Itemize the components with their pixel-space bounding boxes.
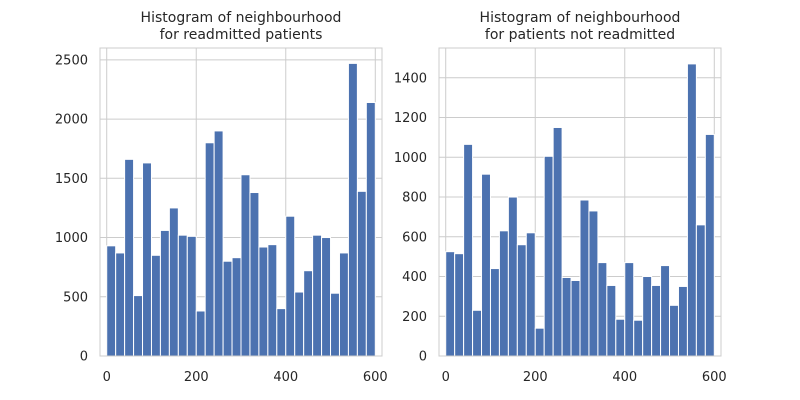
- x-tick-label: 200: [184, 370, 209, 385]
- histogram-bar: [133, 295, 144, 357]
- histogram-bar: [481, 173, 491, 357]
- histogram-bar: [285, 215, 296, 357]
- y-tick-label: 2500: [55, 53, 88, 68]
- histogram-bar: [552, 126, 563, 357]
- histogram-bar: [669, 304, 679, 357]
- histogram-bar: [677, 285, 688, 357]
- chart-title-line-1: Histogram of neighbourhood: [480, 10, 681, 26]
- x-tick-label: 0: [103, 370, 111, 385]
- histogram-bar: [570, 279, 581, 357]
- histogram-bar: [365, 101, 376, 357]
- histogram-bar: [222, 260, 233, 357]
- histogram-bar: [321, 237, 332, 357]
- histogram-bar: [615, 318, 626, 357]
- histogram-bar: [516, 244, 527, 357]
- histogram-bar: [159, 229, 170, 357]
- histogram-bar: [177, 234, 188, 357]
- y-tick-label: 1200: [394, 111, 427, 126]
- histogram-bar: [276, 308, 287, 357]
- y-tick-label: 800: [402, 191, 427, 206]
- histogram-bar: [204, 142, 215, 357]
- chart-not-readmitted: 0 200 400 600 800 1000 1200 1400 0 200 400 600 Histo…: [394, 10, 727, 385]
- plot-frame: [438, 47, 722, 357]
- histogram-bar: [294, 291, 305, 357]
- histogram-bar: [651, 284, 662, 357]
- histogram-bar: [356, 190, 367, 357]
- histogram-bar: [704, 133, 715, 357]
- histogram-bar: [213, 130, 224, 357]
- histogram-bar: [240, 174, 251, 357]
- plot-frame: [99, 47, 383, 357]
- x-tick-label: 600: [363, 370, 388, 385]
- histogram-bar: [195, 310, 206, 357]
- x-tick-label: 600: [702, 370, 727, 385]
- histogram-bar: [543, 155, 554, 357]
- y-tick-label: 200: [402, 310, 427, 325]
- histogram-bar: [454, 253, 465, 357]
- histogram-bar: [507, 196, 518, 357]
- histogram-bar: [258, 246, 269, 357]
- histogram-bar: [534, 327, 545, 357]
- y-tick-label: 500: [63, 290, 88, 305]
- x-tick-label: 400: [612, 370, 637, 385]
- histogram-bar: [186, 235, 197, 357]
- y-tick-label: 2000: [55, 113, 88, 128]
- histogram-bar: [463, 143, 474, 357]
- histogram-bar: [312, 234, 323, 357]
- y-tick-label: 1400: [394, 71, 427, 86]
- y-tick-label: 1500: [55, 172, 88, 187]
- histogram-bar: [579, 199, 590, 357]
- chart-readmitted: 0 500 1000 1500 2000 2500 0 200 400 600 Histogram …: [55, 10, 388, 385]
- histogram-bar: [472, 309, 483, 357]
- histogram-bar: [525, 232, 536, 357]
- histogram-bar: [588, 210, 599, 357]
- histogram-bar: [150, 254, 161, 357]
- histogram-bar: [445, 251, 456, 357]
- histogram-bar: [597, 262, 608, 357]
- histogram-bar: [142, 162, 152, 357]
- histogram-bar: [338, 252, 349, 357]
- histogram-bar: [642, 276, 653, 357]
- histogram-bar: [498, 230, 509, 357]
- chart-title-line-1: Histogram of neighbourhood: [141, 10, 342, 26]
- histogram-bar: [124, 158, 135, 357]
- y-tick-label: 600: [402, 230, 427, 245]
- x-tick-label: 0: [442, 370, 450, 385]
- histogram-bar: [633, 319, 644, 357]
- histogram-bar: [168, 207, 179, 357]
- histogram-bar: [267, 244, 278, 357]
- histogram-bar: [347, 62, 358, 357]
- y-tick-label: 0: [419, 350, 427, 365]
- y-tick-label: 400: [402, 270, 427, 285]
- histogram-bar: [249, 192, 260, 357]
- histogram-bar: [606, 284, 617, 357]
- histogram-bar: [561, 277, 572, 357]
- histogram-bar: [489, 268, 500, 357]
- y-tick-label: 1000: [55, 231, 88, 246]
- x-tick-label: 200: [523, 370, 548, 385]
- chart-title-line-2: for patients not readmitted: [485, 27, 675, 43]
- histogram-bar: [695, 224, 706, 357]
- histogram-bar: [660, 265, 671, 357]
- y-tick-label: 1000: [394, 151, 427, 166]
- histogram-bar: [330, 292, 340, 357]
- histogram-bar: [106, 245, 117, 357]
- histogram-bar: [686, 63, 697, 357]
- chart-title-line-2: for readmitted patients: [160, 27, 323, 43]
- histogram-bar: [303, 270, 314, 357]
- y-tick-label: 0: [80, 350, 88, 365]
- x-tick-label: 400: [273, 370, 298, 385]
- histogram-bar: [115, 252, 126, 357]
- histogram-bar: [231, 257, 242, 357]
- histogram-bar: [624, 262, 635, 357]
